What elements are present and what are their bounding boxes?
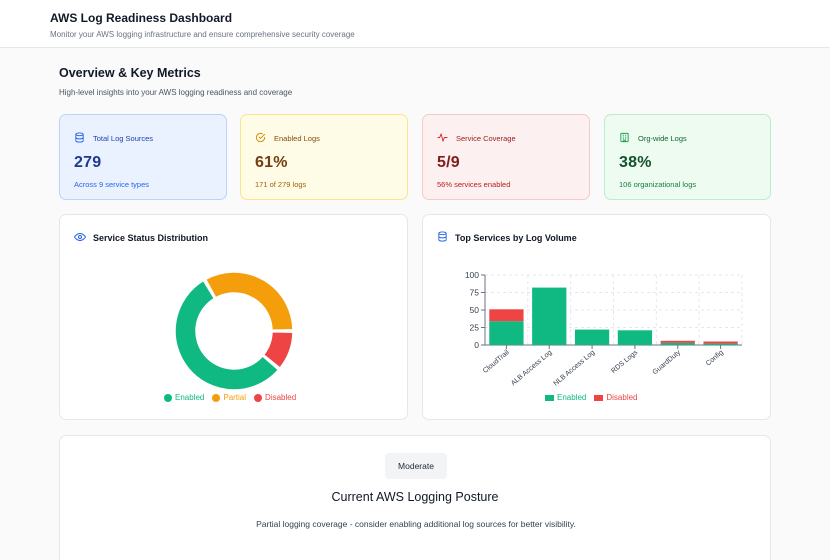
- bar-chart-title: Top Services by Log Volume: [455, 232, 577, 243]
- metric-label: Total Log Sources: [93, 134, 154, 143]
- metric-detail: 106 organizational logs: [619, 180, 697, 189]
- y-tick-label: 75: [470, 288, 480, 298]
- bar-enabled[interactable]: [532, 287, 567, 345]
- y-tick-label: 25: [470, 323, 480, 333]
- donut-slice-enabled[interactable]: [174, 279, 280, 391]
- metric-label: Org-wide Logs: [638, 134, 687, 143]
- donut-legend: Enabled Partial Disabled: [164, 393, 296, 402]
- donut-chart: [174, 271, 294, 391]
- legend-swatch: [594, 394, 604, 401]
- x-tick-label: ALB Access Log: [510, 349, 554, 387]
- app-title: AWS Log Readiness Dashboard: [50, 11, 233, 25]
- metric-card-org-wide-logs: Org-wide Logs 38% 106 organizational log…: [604, 114, 771, 200]
- app-header: AWS Log Readiness Dashboard Monitor your…: [0, 0, 830, 48]
- bar-disabled[interactable]: [489, 309, 524, 322]
- metric-card-total-log-sources: Total Log Sources 279 Across 9 service t…: [59, 114, 227, 200]
- building-icon: [619, 132, 630, 145]
- posture-title: Current AWS Logging Posture: [331, 490, 499, 504]
- x-tick-label: NLB Access Log: [553, 349, 597, 387]
- legend-item-enabled[interactable]: Enabled: [164, 393, 204, 402]
- legend-swatch: [545, 394, 554, 401]
- x-tick-label: GuardDuty: [652, 349, 683, 376]
- donut-slice-partial[interactable]: [204, 271, 294, 331]
- logging-posture-panel: Moderate Current AWS Logging Posture Par…: [59, 435, 771, 560]
- database-icon: [437, 231, 448, 244]
- metric-detail: 171 of 279 logs: [255, 180, 307, 189]
- legend-swatch: [164, 393, 172, 402]
- legend-label: Enabled: [175, 393, 205, 402]
- top-services-panel: Top Services by Log Volume 0 25 50 75 100 Clo…: [422, 214, 771, 420]
- database-icon: [74, 132, 85, 145]
- legend-item-disabled[interactable]: Disabled: [254, 393, 296, 402]
- overview-subtitle: High-level insights into your AWS loggin…: [59, 88, 293, 97]
- y-tick-label: 100: [465, 270, 479, 280]
- metric-card-enabled-logs: Enabled Logs 61% 171 of 279 logs: [240, 114, 408, 200]
- donut-slice-disabled[interactable]: [262, 331, 294, 370]
- app-subtitle: Monitor your AWS logging infrastructure …: [50, 30, 355, 39]
- activity-icon: [437, 132, 448, 145]
- metric-label: Service Coverage: [456, 134, 516, 143]
- eye-icon: [74, 231, 86, 245]
- legend-item-partial[interactable]: Partial: [212, 393, 246, 402]
- overview-title: Overview & Key Metrics: [59, 66, 201, 80]
- metric-value: 61%: [255, 154, 288, 171]
- bar-disabled[interactable]: [660, 340, 695, 343]
- bar-enabled[interactable]: [617, 330, 653, 345]
- posture-badge: Moderate: [385, 453, 447, 479]
- legend-swatch: [212, 393, 221, 402]
- x-tick-label: RDS Logs: [610, 349, 639, 375]
- y-tick-label: 0: [474, 340, 479, 350]
- bar-enabled[interactable]: [489, 321, 524, 345]
- metric-value: 38%: [619, 154, 652, 171]
- x-tick-label: CloudTrail: [482, 349, 511, 375]
- check-circle-icon: [255, 132, 266, 145]
- service-status-panel: Service Status Distribution Enabled Part…: [59, 214, 408, 420]
- main-content: Overview & Key Metrics High-level insigh…: [0, 48, 830, 560]
- metric-card-service-coverage: Service Coverage 5/9 56% services enable…: [422, 114, 590, 200]
- metric-detail: 56% services enabled: [437, 180, 511, 189]
- legend-label: Partial: [223, 393, 247, 402]
- legend-label: Disabled: [265, 393, 297, 402]
- posture-description: Partial logging coverage - consider enab…: [256, 519, 576, 529]
- bar-enabled[interactable]: [703, 343, 738, 345]
- bar-enabled[interactable]: [574, 329, 610, 345]
- legend-item-disabled[interactable]: Disabled: [594, 393, 638, 402]
- legend-label: Enabled: [557, 393, 587, 402]
- bar-enabled[interactable]: [660, 342, 695, 345]
- bar-disabled[interactable]: [703, 341, 738, 344]
- donut-chart-title: Service Status Distribution: [93, 233, 209, 243]
- metric-value: 279: [74, 154, 102, 171]
- metric-detail: Across 9 service types: [74, 180, 150, 189]
- legend-label: Disabled: [606, 393, 638, 402]
- metric-label: Enabled Logs: [274, 134, 320, 143]
- y-tick-label: 50: [470, 305, 480, 315]
- legend-item-enabled[interactable]: Enabled: [545, 393, 586, 402]
- legend-swatch: [254, 393, 263, 402]
- x-tick-label: Config: [705, 349, 725, 367]
- metric-value: 5/9: [437, 154, 460, 171]
- bar-legend: Enabled Disabled: [545, 393, 638, 402]
